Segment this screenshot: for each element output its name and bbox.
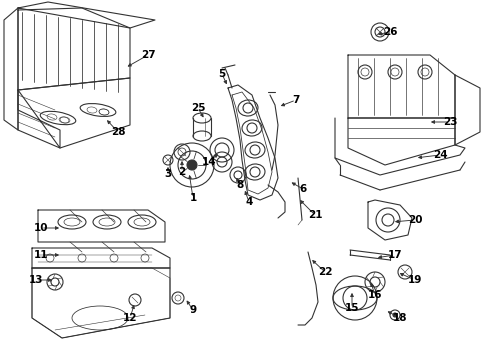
Text: 24: 24 — [432, 150, 447, 160]
Text: 28: 28 — [110, 127, 125, 137]
Circle shape — [392, 313, 396, 317]
Text: 25: 25 — [190, 103, 205, 113]
Text: 12: 12 — [122, 313, 137, 323]
Text: 4: 4 — [245, 197, 252, 207]
Text: 6: 6 — [299, 184, 306, 194]
Circle shape — [186, 160, 197, 170]
Text: 18: 18 — [392, 313, 407, 323]
Text: 8: 8 — [236, 180, 243, 190]
Text: 3: 3 — [164, 169, 171, 179]
Text: 19: 19 — [407, 275, 421, 285]
Text: 21: 21 — [307, 210, 322, 220]
Text: 27: 27 — [141, 50, 155, 60]
Text: 17: 17 — [387, 250, 402, 260]
Text: 26: 26 — [382, 27, 396, 37]
Text: 20: 20 — [407, 215, 421, 225]
Text: 11: 11 — [34, 250, 48, 260]
Text: 23: 23 — [442, 117, 456, 127]
Text: 9: 9 — [189, 305, 196, 315]
Text: 14: 14 — [201, 157, 216, 167]
Text: 10: 10 — [34, 223, 48, 233]
Text: 16: 16 — [367, 290, 382, 300]
Text: 7: 7 — [292, 95, 299, 105]
Text: 5: 5 — [218, 69, 225, 79]
Text: 13: 13 — [29, 275, 43, 285]
Text: 2: 2 — [178, 167, 185, 177]
Text: 15: 15 — [344, 303, 359, 313]
Text: 22: 22 — [317, 267, 331, 277]
Text: 1: 1 — [189, 193, 196, 203]
